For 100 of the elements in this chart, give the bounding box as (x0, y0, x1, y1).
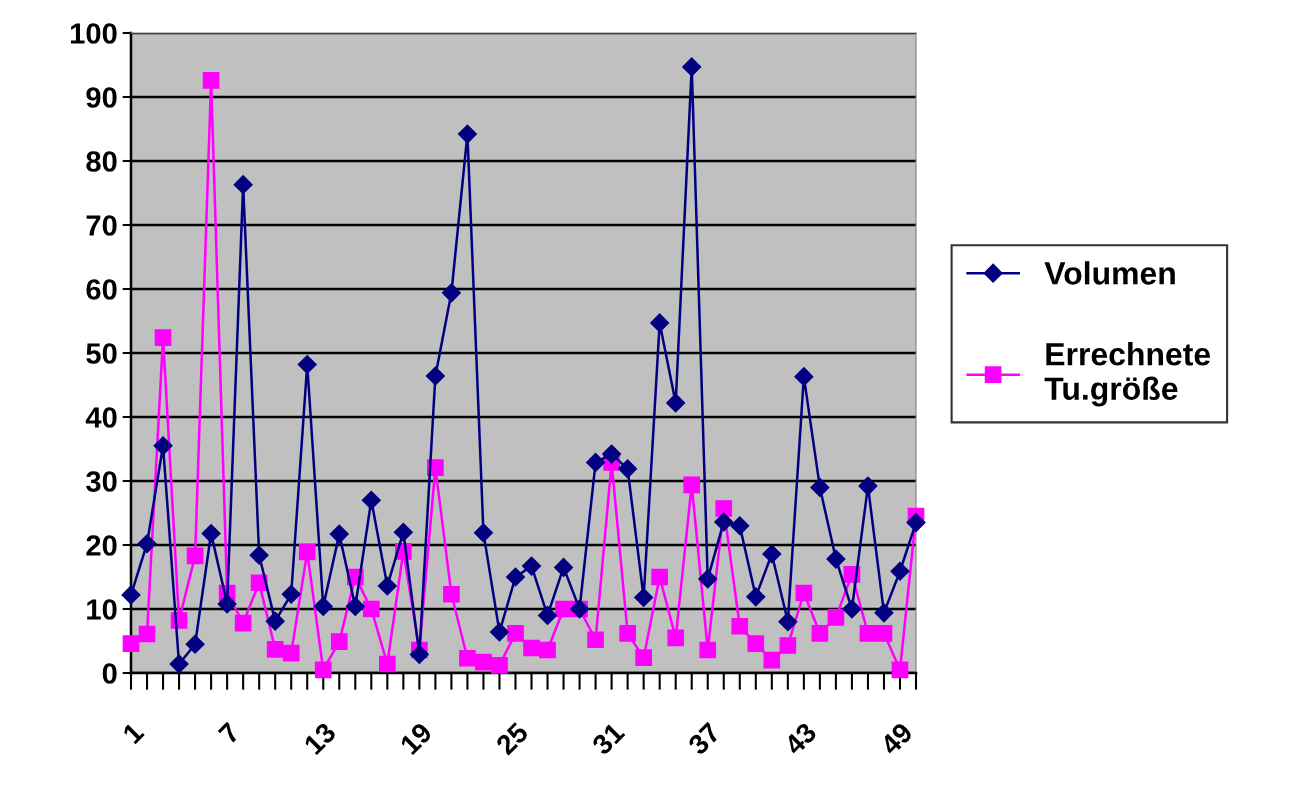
point (282, 644, 300, 662)
point (554, 557, 574, 577)
point (875, 624, 893, 642)
point (906, 513, 926, 533)
point (698, 569, 718, 589)
point (443, 585, 460, 603)
point (555, 600, 572, 618)
point (265, 611, 285, 631)
point (217, 594, 237, 614)
y-tick-label: 80 (86, 151, 117, 172)
point (137, 534, 157, 554)
point (138, 625, 156, 643)
point (891, 661, 909, 679)
x-tick-label: 19 (399, 721, 434, 756)
point (827, 608, 845, 626)
point (682, 57, 702, 77)
point (667, 629, 685, 647)
x-tick-label: 13 (303, 721, 337, 756)
point (746, 587, 766, 607)
point (747, 635, 765, 652)
point (779, 637, 797, 654)
point (266, 640, 284, 658)
y-tick-label: 40 (85, 407, 117, 428)
point (489, 622, 510, 642)
point (298, 543, 316, 561)
point (651, 568, 669, 586)
point (361, 490, 381, 510)
point (185, 634, 205, 654)
y-tick-label: 100 (70, 23, 117, 44)
point (763, 651, 781, 669)
point (714, 512, 734, 532)
point (121, 585, 141, 605)
point (377, 576, 397, 596)
point (297, 354, 317, 375)
point (699, 641, 717, 659)
point (314, 661, 332, 679)
point (602, 444, 622, 464)
x-tick-label: 1 (122, 721, 145, 745)
x-tick-label: 25 (494, 721, 530, 756)
point (409, 644, 429, 664)
point (811, 624, 829, 642)
point (122, 635, 140, 652)
point (202, 72, 220, 89)
x-tick-label: 49 (878, 721, 914, 757)
point (521, 556, 542, 576)
point (330, 633, 348, 650)
point (153, 436, 173, 456)
point (169, 654, 189, 674)
y-tick-label: 10 (87, 599, 117, 620)
point (507, 624, 524, 642)
x-tick-label: 31 (590, 721, 626, 757)
point (313, 596, 333, 616)
point (537, 605, 558, 625)
point (810, 477, 830, 497)
point (586, 452, 606, 472)
y-tick-label: 60 (86, 279, 117, 300)
point (619, 624, 636, 642)
point (778, 612, 798, 632)
y-tick-label: 0 (102, 663, 117, 684)
x-tick-label: 7 (217, 721, 241, 745)
point (618, 459, 638, 479)
point (634, 587, 654, 608)
point (795, 584, 813, 602)
y-tick-label: 50 (86, 343, 117, 364)
y-tick-label: 20 (86, 535, 117, 556)
y-tick-label: 90 (86, 87, 117, 108)
point (859, 624, 877, 642)
point (459, 649, 476, 667)
point (234, 614, 252, 632)
point (475, 653, 492, 671)
point (794, 367, 814, 387)
point (329, 524, 349, 544)
point (858, 476, 878, 496)
point (362, 600, 380, 618)
point (186, 547, 204, 565)
point (425, 366, 445, 386)
point (154, 329, 172, 346)
point (378, 655, 396, 673)
point (457, 124, 477, 144)
point (249, 545, 269, 565)
point (650, 313, 670, 333)
point (393, 522, 413, 542)
point (233, 175, 253, 195)
legend-label: Errechnete Tu.größe (1044, 342, 1211, 407)
point (491, 656, 508, 674)
point (842, 599, 862, 619)
legend-label: Volumen (1044, 261, 1175, 285)
point (523, 639, 540, 657)
point (666, 393, 686, 413)
x-tick-label: 43 (782, 721, 818, 757)
point (762, 544, 782, 564)
point (731, 617, 749, 635)
point (505, 567, 526, 587)
point (730, 516, 750, 536)
y-tick-label: 70 (86, 215, 117, 236)
point (201, 523, 221, 544)
point (890, 561, 910, 581)
point (715, 500, 733, 517)
point (683, 476, 701, 494)
point (281, 584, 301, 604)
